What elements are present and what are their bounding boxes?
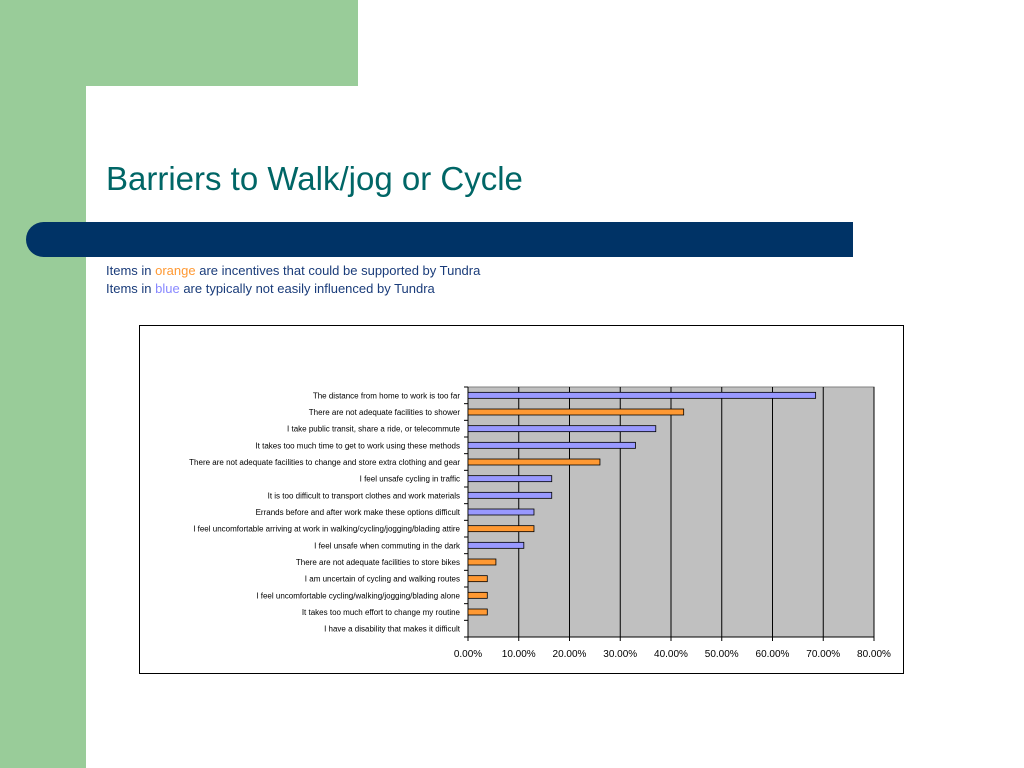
legend-blue-word: blue [155, 281, 180, 296]
chart-frame: 0.00% 10.00% 20.00% 30.00% 40.00% 50.00% 60.00… [139, 325, 904, 674]
category-label: Errands before and after work make these… [256, 508, 461, 517]
bar [467, 475, 553, 483]
x-tick-label: 30.00% [603, 649, 637, 660]
legend-line-blue: Items in blue are typically not easily i… [106, 281, 435, 296]
top-green-border [0, 0, 358, 86]
left-green-border [0, 0, 86, 768]
category-label: I feel unsafe cycling in traffic [360, 475, 460, 484]
bar [467, 541, 525, 549]
bar [467, 458, 601, 466]
bar [467, 591, 488, 599]
bar [467, 558, 497, 566]
bar [467, 408, 685, 416]
category-label: It takes too much time to get to work us… [255, 441, 460, 450]
bar [467, 525, 535, 533]
category-label: I feel unsafe when commuting in the dark [314, 541, 461, 550]
category-label: I take public transit, share a ride, or … [287, 425, 461, 434]
category-label: It is too difficult to transport clothes… [268, 491, 460, 500]
category-label: There are not adequate facilities to cha… [189, 458, 460, 467]
title-underline-band [26, 222, 853, 257]
category-label: The distance from home to work is too fa… [313, 391, 461, 400]
x-tick-label: 10.00% [502, 649, 536, 660]
category-label: I have a disability that makes it diffic… [324, 625, 461, 634]
category-label: I feel uncomfortable arriving at work in… [193, 525, 460, 534]
bar [467, 441, 636, 449]
bar [467, 508, 535, 516]
x-tick-label: 50.00% [705, 649, 739, 660]
category-label: There are not adequate facilities to sto… [296, 558, 460, 567]
legend-orange-word: orange [155, 263, 196, 278]
x-tick-label: 0.00% [454, 649, 482, 660]
category-label: There are not adequate facilities to sho… [309, 408, 461, 417]
x-tick-label: 70.00% [806, 649, 840, 660]
category-label: I feel uncomfortable cycling/walking/jog… [256, 591, 460, 600]
legend-line-orange-suffix: are incentives that could be supported b… [195, 263, 481, 278]
slide-title: Barriers to Walk/jog or Cycle [106, 160, 523, 197]
bar-chart: 0.00% 10.00% 20.00% 30.00% 40.00% 50.00% 60.00… [189, 386, 891, 660]
x-tick-label: 40.00% [654, 649, 688, 660]
x-tick-label: 60.00% [756, 649, 790, 660]
bar [467, 608, 488, 616]
legend-line-orange: Items in orange are incentives that coul… [106, 263, 480, 278]
bar [467, 491, 553, 499]
category-label: I am uncertain of cycling and walking ro… [305, 575, 460, 584]
x-tick-label: 80.00% [857, 649, 891, 660]
legend-line-blue-prefix: Items in [106, 281, 156, 296]
bar [467, 391, 817, 399]
bar [467, 425, 657, 433]
legend-line-blue-suffix: are typically not easily influenced by T… [179, 281, 435, 296]
bar [467, 575, 488, 583]
legend-line-orange-prefix: Items in [106, 263, 156, 278]
x-tick-label: 20.00% [553, 649, 587, 660]
category-label: It takes too much effort to change my ro… [302, 608, 461, 617]
